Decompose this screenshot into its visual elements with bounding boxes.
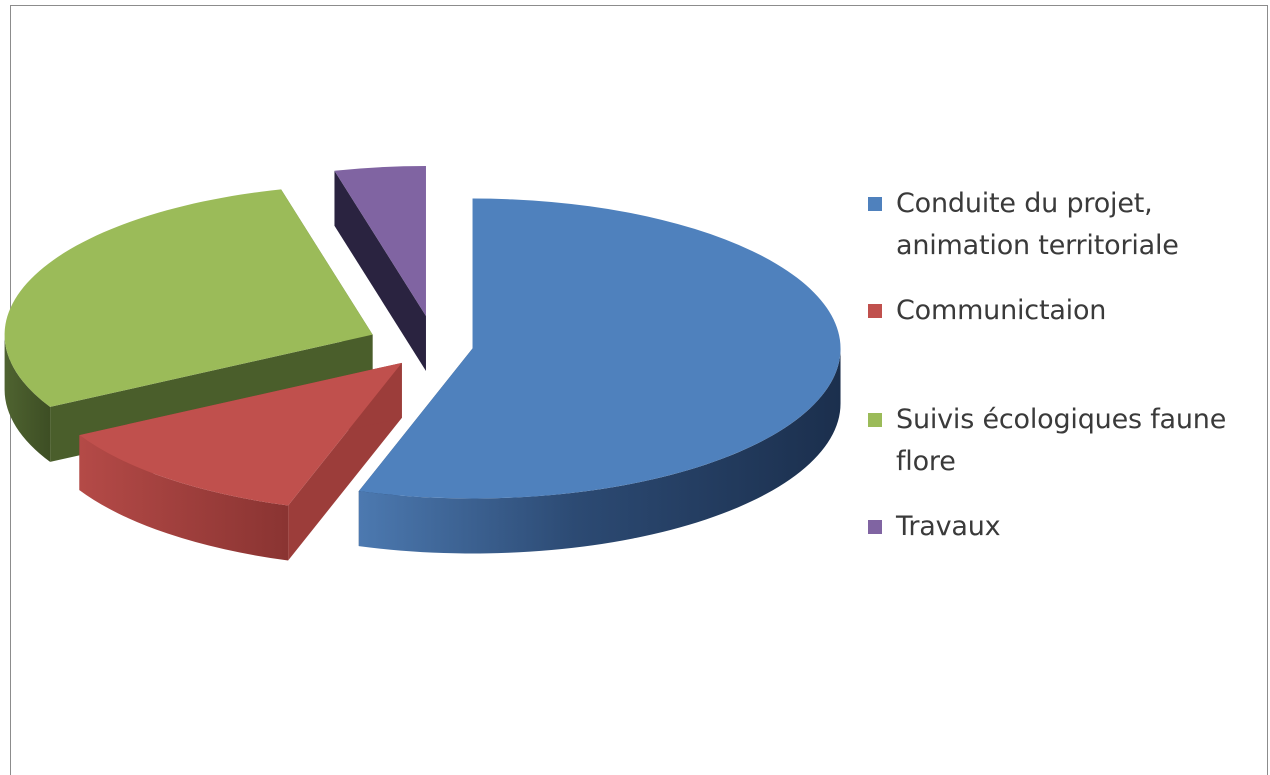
pie-slice-top-0: [358, 198, 841, 499]
pie-slice-side-1: [79, 435, 289, 561]
pie-slice-side-2: [4, 334, 51, 462]
pie-slice-side-0: [358, 348, 841, 554]
legend-swatch-conduite: [868, 197, 882, 211]
legend-swatch-travaux: [868, 520, 882, 534]
legend-swatch-communication: [868, 304, 882, 318]
pie-slice-top-1: [79, 362, 402, 506]
pie-slice-cut-face-3-0: [334, 170, 426, 371]
legend-label-suivis: Suivis écologiques faune flore: [896, 404, 1227, 477]
pie-slice-top-3: [334, 165, 426, 316]
legend-label-communication: Communictaion: [896, 295, 1107, 326]
legend-label-travaux: Travaux: [896, 511, 1001, 542]
pie-slice-top-2: [4, 189, 373, 407]
legend-label-conduite: Conduite du projet, animation territoria…: [896, 188, 1179, 261]
legend-swatch-suivis: [868, 413, 882, 427]
